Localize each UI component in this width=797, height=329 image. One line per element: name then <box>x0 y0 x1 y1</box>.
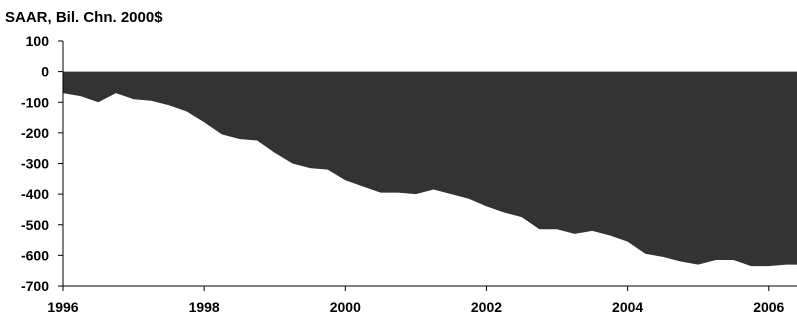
chart-title: SAAR, Bil. Chn. 2000$ <box>5 9 163 26</box>
x-tick-label: 2006 <box>753 299 784 315</box>
y-tick-label: 100 <box>26 33 50 49</box>
x-axis-ticks: 1996 1998 2000 2002 2004 2006 <box>47 286 785 315</box>
x-tick-label: 2000 <box>330 299 361 315</box>
y-tick-label: -600 <box>21 247 49 263</box>
area-series <box>63 71 797 267</box>
y-tick-label: -200 <box>21 125 49 141</box>
x-tick-label: 1998 <box>189 299 220 315</box>
y-tick-label: -300 <box>21 156 49 172</box>
y-tick-label: -100 <box>21 94 49 110</box>
x-tick-label: 2004 <box>612 299 643 315</box>
y-tick-label: -700 <box>21 278 49 294</box>
y-tick-label: -500 <box>21 217 49 233</box>
y-tick-label: 0 <box>41 64 49 80</box>
x-tick-label: 1996 <box>47 299 78 315</box>
plot-area <box>63 71 797 267</box>
x-tick-label: 2002 <box>471 299 502 315</box>
y-tick-label: -400 <box>21 186 49 202</box>
y-axis-ticks: 100 0 -100 -200 -300 -400 -500 -600 -700 <box>21 33 63 294</box>
